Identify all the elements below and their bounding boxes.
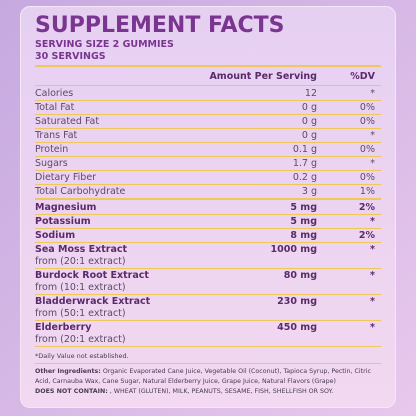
nutrient-name: Sugars — [35, 158, 68, 169]
daily-value: 1% — [359, 186, 375, 197]
divider — [35, 198, 381, 200]
amount: 0.1 g — [292, 144, 317, 155]
daily-value: * — [370, 322, 375, 333]
ingredient-source: from (20:1 extract) — [35, 256, 126, 267]
amount: 450 mg — [277, 322, 317, 333]
daily-value: 0% — [359, 116, 375, 127]
divider — [35, 363, 381, 364]
amount: 8 mg — [290, 230, 317, 241]
amount: 0.2 g — [292, 172, 317, 183]
amount: 80 mg — [283, 270, 317, 281]
daily-value: * — [370, 296, 375, 307]
ingredient-name: Magnesium — [35, 202, 97, 213]
daily-value: 2% — [358, 202, 375, 213]
daily-value: 0% — [359, 172, 375, 183]
ingredient-name: Bladderwrack Extract — [35, 296, 151, 307]
daily-value: 0% — [359, 144, 375, 155]
amount: 230 mg — [277, 296, 317, 307]
ingredient-source: from (50:1 extract) — [35, 308, 126, 319]
nutrient-name: Dietary Fiber — [35, 172, 97, 183]
divider — [35, 214, 381, 215]
nutrient-name: Calories — [35, 88, 74, 99]
text: Organic Evaporated Cane Juice, Vegetable… — [35, 368, 371, 385]
divider — [35, 320, 381, 321]
amount: 1.7 g — [292, 158, 317, 169]
title: SUPPLEMENT FACTS — [35, 13, 285, 38]
amount: 5 mg — [290, 216, 317, 227]
daily-value: 0% — [359, 102, 375, 113]
amount: 12 — [304, 88, 317, 99]
divider — [35, 128, 381, 129]
label: DOES NOT CONTAIN: — [35, 388, 108, 395]
nutrient-name: Protein — [35, 144, 69, 155]
amount: 0 g — [301, 102, 317, 113]
daily-value: * — [370, 88, 375, 99]
divider — [35, 85, 381, 86]
footnote: *Daily Value not established. — [35, 352, 129, 360]
other-ingredients: Other Ingredients: Organic Evaporated Ca… — [35, 367, 381, 386]
amount: 5 mg — [290, 202, 317, 213]
allergens: DOES NOT CONTAIN: , WHEAT (GLUTEN), MILK… — [35, 387, 381, 397]
label: Other Ingredients: — [35, 368, 101, 375]
daily-value: * — [370, 270, 375, 281]
ingredient-name: Sea Moss Extract — [35, 244, 128, 255]
ingredient-name: Potassium — [35, 216, 91, 227]
divider — [35, 228, 381, 229]
text: , WHEAT (GLUTEN), MILK, PEANUTS, SESAME,… — [109, 388, 334, 395]
divider — [35, 114, 381, 115]
amount: 0 g — [301, 130, 317, 141]
facts-panel: SUPPLEMENT FACTS SERVING SIZE 2 GUMMIES … — [20, 6, 396, 408]
ingredient-source: from (10:1 extract) — [35, 282, 126, 293]
ingredient-name: Burdock Root Extract — [35, 270, 149, 281]
column-header: Amount Per Serving — [209, 71, 317, 82]
daily-value: * — [370, 216, 375, 227]
ingredient-source: from (20:1 extract) — [35, 334, 126, 345]
divider — [35, 100, 381, 101]
amount: 3 g — [301, 186, 317, 197]
divider — [35, 65, 381, 67]
divider — [35, 156, 381, 157]
daily-value: * — [370, 130, 375, 141]
divider — [35, 142, 381, 143]
amount: 1000 mg — [270, 244, 317, 255]
divider — [35, 346, 381, 347]
daily-value: * — [370, 158, 375, 169]
amount: 0 g — [301, 116, 317, 127]
nutrient-name: Total Carbohydrate — [35, 186, 126, 197]
divider — [35, 294, 381, 295]
daily-value: * — [370, 244, 375, 255]
divider — [35, 268, 381, 269]
ingredient-name: Elderberry — [35, 322, 92, 333]
servings: 30 SERVINGS — [35, 51, 106, 62]
serving-size: SERVING SIZE 2 GUMMIES — [35, 39, 174, 50]
nutrient-name: Trans Fat — [35, 130, 78, 141]
divider — [35, 242, 381, 243]
ingredient-name: Sodium — [35, 230, 76, 241]
nutrient-name: Total Fat — [35, 102, 75, 113]
nutrient-name: Saturated Fat — [35, 116, 100, 127]
column-header: %DV — [350, 71, 375, 82]
divider — [35, 170, 381, 171]
divider — [35, 184, 381, 185]
daily-value: 2% — [358, 230, 375, 241]
